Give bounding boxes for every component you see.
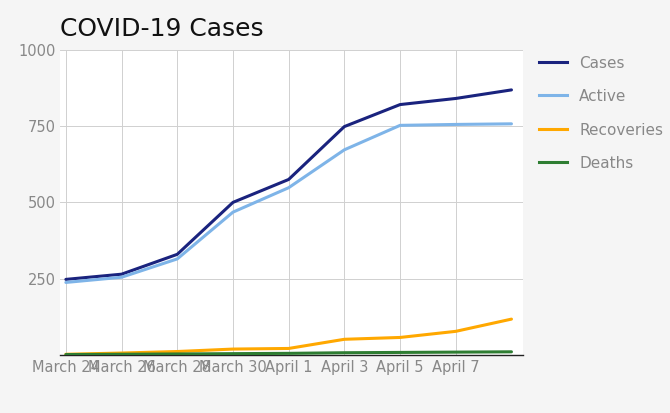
Recoveries (285, 346, 293, 351)
Recoveries (117, 351, 125, 356)
Recoveries (340, 337, 348, 342)
Deaths (507, 349, 515, 354)
Recoveries (396, 335, 404, 340)
Cases (117, 272, 125, 277)
Recoveries (452, 329, 460, 334)
Deaths (62, 352, 70, 357)
Active (62, 280, 70, 285)
Line: Recoveries: Recoveries (66, 319, 511, 354)
Recoveries (62, 352, 70, 357)
Deaths (396, 350, 404, 355)
Cases (285, 177, 293, 182)
Cases (340, 124, 348, 129)
Recoveries (507, 317, 515, 322)
Active (229, 210, 237, 215)
Deaths (340, 350, 348, 355)
Cases (452, 96, 460, 101)
Cases (396, 102, 404, 107)
Deaths (174, 351, 182, 356)
Line: Deaths: Deaths (66, 352, 511, 355)
Active (507, 121, 515, 126)
Line: Active: Active (66, 124, 511, 282)
Deaths (117, 352, 125, 357)
Active (174, 256, 182, 261)
Cases (507, 88, 515, 93)
Deaths (229, 351, 237, 356)
Text: COVID-19 Cases: COVID-19 Cases (60, 17, 264, 40)
Legend: Cases, Active, Recoveries, Deaths: Cases, Active, Recoveries, Deaths (535, 51, 668, 176)
Active (340, 147, 348, 152)
Active (396, 123, 404, 128)
Deaths (452, 350, 460, 355)
Active (117, 275, 125, 280)
Cases (229, 200, 237, 205)
Line: Cases: Cases (66, 90, 511, 279)
Recoveries (229, 347, 237, 351)
Cases (174, 252, 182, 257)
Recoveries (174, 349, 182, 354)
Cases (62, 277, 70, 282)
Active (452, 122, 460, 127)
Deaths (285, 351, 293, 356)
Active (285, 185, 293, 190)
